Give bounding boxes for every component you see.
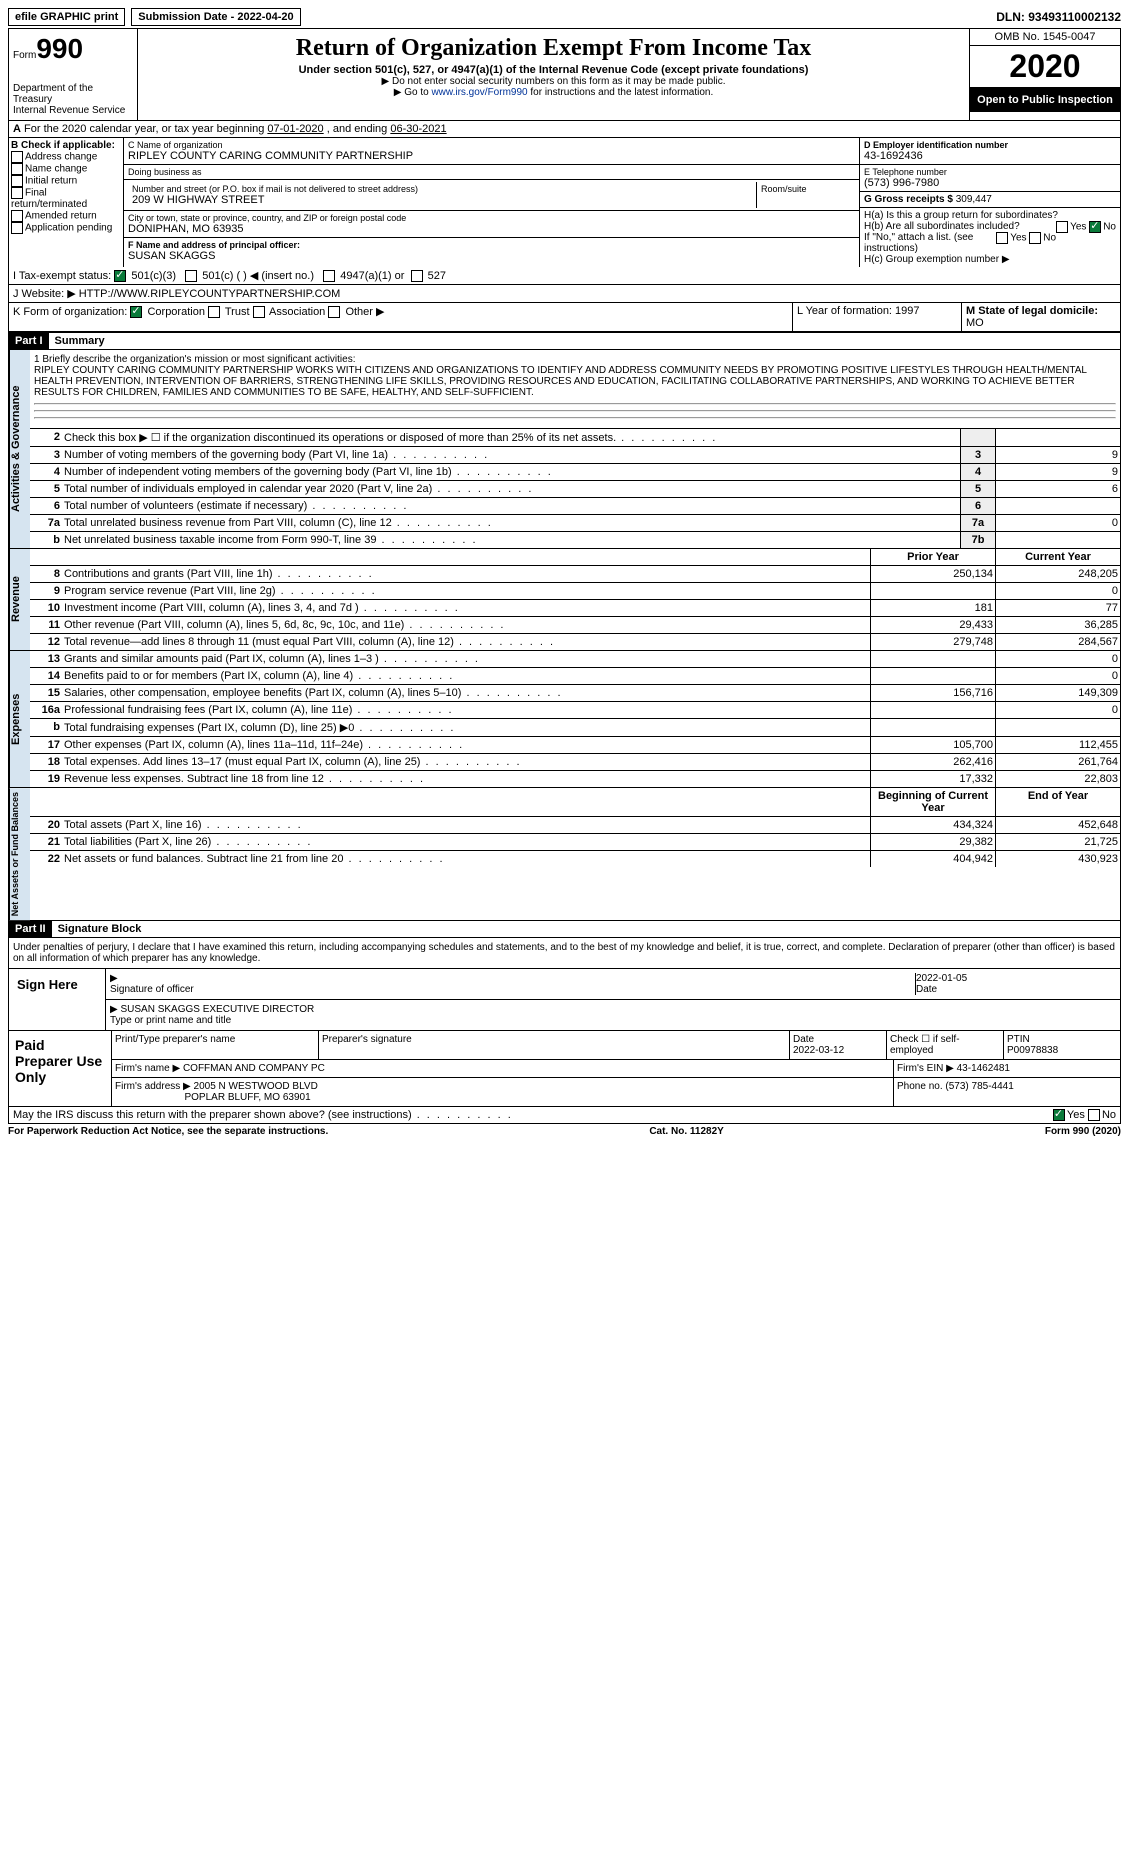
signature-declaration: Under penalties of perjury, I declare th… bbox=[8, 938, 1121, 969]
line-4: 4Number of independent voting members of… bbox=[30, 464, 1120, 481]
form-title-block: Return of Organization Exempt From Incom… bbox=[138, 29, 969, 120]
line-8: 8Contributions and grants (Part VIII, li… bbox=[30, 566, 1120, 583]
form-header: Form990 Department of the Treasury Inter… bbox=[8, 28, 1121, 121]
line-9: 9Program service revenue (Part VIII, lin… bbox=[30, 583, 1120, 600]
section-governance: Activities & Governance 1 Briefly descri… bbox=[8, 350, 1121, 549]
line-18: 18Total expenses. Add lines 13–17 (must … bbox=[30, 754, 1120, 771]
paid-preparer: Paid Preparer Use Only Print/Type prepar… bbox=[8, 1031, 1121, 1107]
line-21: 21Total liabilities (Part X, line 26)29,… bbox=[30, 834, 1120, 851]
efile-badge: efile GRAPHIC print bbox=[8, 8, 125, 26]
mission-block: 1 Briefly describe the organization's mi… bbox=[30, 350, 1120, 429]
line-b: bTotal fundraising expenses (Part IX, co… bbox=[30, 719, 1120, 737]
form-id-block: Form990 Department of the Treasury Inter… bbox=[9, 29, 138, 120]
line-19: 19Revenue less expenses. Subtract line 1… bbox=[30, 771, 1120, 787]
row-i: I Tax-exempt status: 501(c)(3) 501(c) ( … bbox=[8, 267, 1121, 285]
line-17: 17Other expenses (Part IX, column (A), l… bbox=[30, 737, 1120, 754]
row-j: J Website: ▶ HTTP://WWW.RIPLEYCOUNTYPART… bbox=[8, 285, 1121, 303]
entity-grid: B Check if applicable: Address change Na… bbox=[8, 138, 1121, 267]
discuss-row: May the IRS discuss this return with the… bbox=[8, 1107, 1121, 1124]
line-10: 10Investment income (Part VIII, column (… bbox=[30, 600, 1120, 617]
line-16a: 16aProfessional fundraising fees (Part I… bbox=[30, 702, 1120, 719]
top-bar: efile GRAPHIC print Submission Date - 20… bbox=[8, 8, 1121, 26]
line-3: 3Number of voting members of the governi… bbox=[30, 447, 1120, 464]
part2-header: Part II Signature Block bbox=[8, 921, 1121, 938]
section-netassets: Net Assets or Fund Balances Beginning of… bbox=[8, 788, 1121, 921]
line-11: 11Other revenue (Part VIII, column (A), … bbox=[30, 617, 1120, 634]
line-2: 2Check this box ▶ ☐ if the organization … bbox=[30, 429, 1120, 447]
year-block: OMB No. 1545-0047 2020 Open to Public In… bbox=[969, 29, 1120, 120]
irs-link[interactable]: www.irs.gov/Form990 bbox=[431, 87, 527, 98]
line-14: 14Benefits paid to or for members (Part … bbox=[30, 668, 1120, 685]
line-5: 5Total number of individuals employed in… bbox=[30, 481, 1120, 498]
line-20: 20Total assets (Part X, line 16)434,3244… bbox=[30, 817, 1120, 834]
row-k: K Form of organization: Corporation Trus… bbox=[8, 303, 1121, 332]
line-b: bNet unrelated business taxable income f… bbox=[30, 532, 1120, 548]
line-22: 22Net assets or fund balances. Subtract … bbox=[30, 851, 1120, 867]
footer: For Paperwork Reduction Act Notice, see … bbox=[8, 1124, 1121, 1139]
col-c: C Name of organizationRIPLEY COUNTY CARI… bbox=[124, 138, 860, 267]
dln: DLN: 93493110002132 bbox=[996, 10, 1121, 24]
line-12: 12Total revenue—add lines 8 through 11 (… bbox=[30, 634, 1120, 650]
line-6: 6Total number of volunteers (estimate if… bbox=[30, 498, 1120, 515]
section-expenses: Expenses 13Grants and similar amounts pa… bbox=[8, 651, 1121, 788]
form-title: Return of Organization Exempt From Incom… bbox=[142, 35, 965, 62]
line-13: 13Grants and similar amounts paid (Part … bbox=[30, 651, 1120, 668]
col-b: B Check if applicable: Address change Na… bbox=[9, 138, 124, 267]
line-15: 15Salaries, other compensation, employee… bbox=[30, 685, 1120, 702]
col-d: D Employer identification number43-16924… bbox=[860, 138, 1120, 267]
sign-here: Sign Here ▶Signature of officer2022-01-0… bbox=[8, 969, 1121, 1031]
submission-date: Submission Date - 2022-04-20 bbox=[131, 8, 300, 26]
part1-header: Part I Summary bbox=[8, 332, 1121, 350]
section-revenue: Revenue Prior YearCurrent Year 8Contribu… bbox=[8, 549, 1121, 651]
row-a: A For the 2020 calendar year, or tax yea… bbox=[8, 121, 1121, 138]
line-7a: 7aTotal unrelated business revenue from … bbox=[30, 515, 1120, 532]
